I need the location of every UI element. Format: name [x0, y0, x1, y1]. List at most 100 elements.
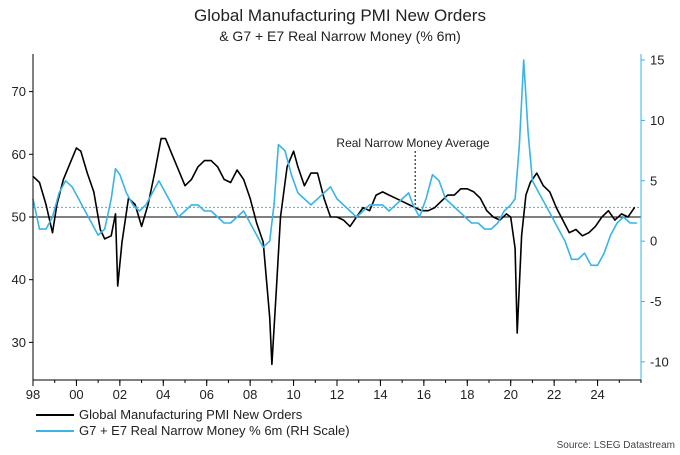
money-point	[316, 198, 319, 200]
pmi-point	[536, 172, 538, 174]
pmi-point	[568, 232, 570, 234]
money-point	[490, 228, 492, 230]
pmi-point	[203, 160, 206, 162]
money-point	[158, 180, 160, 182]
money-point	[577, 258, 579, 260]
pmi-point	[633, 207, 636, 209]
money-point	[190, 204, 193, 206]
x-axis-tick-label: 98	[26, 387, 40, 402]
money-point	[412, 204, 414, 206]
pmi-point	[382, 191, 384, 193]
money-point	[119, 174, 121, 176]
money-point	[249, 222, 251, 224]
money-point	[145, 204, 147, 206]
money-point	[78, 198, 80, 200]
pmi-point	[197, 166, 199, 168]
money-point	[151, 192, 153, 194]
money-point	[510, 204, 512, 206]
money-point	[45, 228, 47, 230]
money-point	[164, 192, 167, 194]
legend: Global Manufacturing PMI New Orders G7 +…	[36, 407, 350, 438]
pmi-point	[588, 232, 590, 234]
right-axis-tick-label: 10	[650, 113, 664, 128]
pmi-point	[236, 169, 238, 171]
pmi-point	[329, 216, 332, 218]
pmi-point	[581, 235, 584, 237]
money-point	[382, 204, 384, 206]
money-point	[243, 210, 245, 212]
pmi-point	[362, 207, 364, 209]
annotation-label: Real Narrow Money Average	[336, 136, 490, 150]
money-point	[438, 180, 440, 182]
money-point	[177, 216, 180, 218]
pmi-point	[86, 172, 88, 174]
pmi-point	[549, 191, 551, 193]
pmi-point	[190, 178, 193, 180]
money-point	[284, 150, 286, 152]
pmi-point	[401, 200, 403, 202]
pmi-point	[210, 160, 212, 162]
money-point	[503, 210, 505, 212]
pmi-point	[453, 194, 455, 196]
pmi-point	[316, 172, 319, 174]
pmi-point	[555, 207, 557, 209]
money-point	[97, 234, 99, 236]
pmi-point	[514, 247, 516, 249]
money-point	[217, 216, 219, 218]
pmi-point	[217, 166, 219, 168]
pmi-point	[147, 203, 149, 206]
x-axis-tick-label: 02	[113, 387, 127, 402]
pmi-point	[473, 191, 475, 193]
money-point	[71, 186, 73, 188]
left-axis-tick-label: 70	[12, 84, 26, 99]
money-point	[395, 204, 397, 206]
pmi-point	[171, 153, 173, 155]
money-point	[623, 216, 625, 218]
pmi-point	[51, 232, 54, 234]
pmi-point	[510, 216, 512, 218]
money-point	[184, 210, 186, 212]
money-point	[484, 228, 486, 230]
x-axis-tick-label: 18	[460, 387, 474, 402]
pmi-point	[249, 197, 251, 199]
money-point	[290, 174, 292, 176]
legend-label-money: G7 + E7 Real Narrow Money % 6m (RH Scale…	[79, 423, 350, 438]
pmi-point	[336, 216, 338, 218]
pmi-point	[395, 197, 397, 199]
money-point	[197, 204, 199, 206]
left-axis-tick-label: 40	[12, 272, 26, 287]
x-axis-tick-label: 04	[156, 387, 170, 402]
pmi-point	[160, 138, 162, 140]
pmi-point	[93, 191, 95, 193]
money-point	[342, 204, 345, 206]
money-point	[38, 228, 41, 230]
pmi-point	[486, 210, 488, 212]
money-point	[451, 204, 453, 206]
axes: 30 40 50 60 70 -10 -5 0 5 10 15 98 00 02 04 06 08 10 12 14 1…	[12, 53, 669, 402]
money-point	[269, 240, 271, 242]
money-point	[464, 216, 466, 218]
pmi-point	[164, 138, 167, 140]
pmi-series-line	[32, 137, 636, 366]
right-axis-tick-label: 5	[650, 173, 657, 188]
money-point	[84, 210, 86, 212]
money-point	[603, 252, 605, 254]
source-note: Source: LSEG Datastream	[557, 440, 675, 451]
money-point	[262, 246, 264, 248]
pmi-point	[562, 219, 564, 221]
pmi-point	[542, 185, 544, 187]
pmi-point	[134, 203, 136, 206]
money-point	[256, 234, 258, 236]
pmi-point	[434, 207, 436, 209]
money-point	[310, 204, 312, 206]
x-axis-tick-label: 06	[199, 387, 213, 402]
pmi-point	[627, 216, 629, 218]
pmi-point	[114, 213, 117, 215]
money-point	[388, 210, 390, 212]
pmi-point	[447, 194, 449, 196]
money-point	[375, 204, 377, 206]
pmi-point	[492, 216, 494, 218]
money-point	[171, 204, 173, 206]
